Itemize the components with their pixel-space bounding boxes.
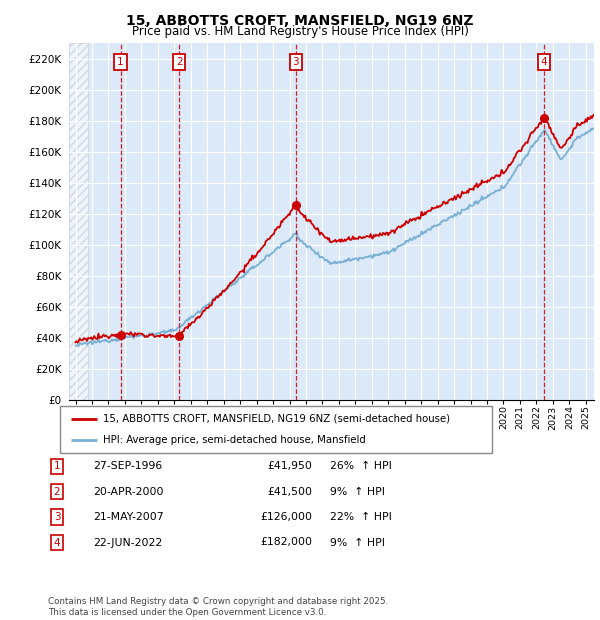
Text: 26%  ↑ HPI: 26% ↑ HPI	[330, 461, 392, 471]
Text: 2: 2	[176, 57, 182, 67]
Text: 4: 4	[53, 538, 61, 547]
Text: 21-MAY-2007: 21-MAY-2007	[93, 512, 164, 522]
Text: 3: 3	[53, 512, 61, 522]
Text: 1: 1	[53, 461, 61, 471]
Text: 27-SEP-1996: 27-SEP-1996	[93, 461, 162, 471]
Text: Contains HM Land Registry data © Crown copyright and database right 2025.
This d: Contains HM Land Registry data © Crown c…	[48, 598, 388, 617]
Text: £41,950: £41,950	[267, 461, 312, 471]
Bar	[69, 43, 88, 400]
Text: 2: 2	[53, 487, 61, 497]
Text: 4: 4	[541, 57, 547, 67]
Text: £182,000: £182,000	[260, 538, 312, 547]
Text: Price paid vs. HM Land Registry's House Price Index (HPI): Price paid vs. HM Land Registry's House …	[131, 25, 469, 38]
Text: HPI: Average price, semi-detached house, Mansfield: HPI: Average price, semi-detached house,…	[103, 435, 366, 445]
Text: 9%  ↑ HPI: 9% ↑ HPI	[330, 538, 385, 547]
Text: 20-APR-2000: 20-APR-2000	[93, 487, 163, 497]
Text: 9%  ↑ HPI: 9% ↑ HPI	[330, 487, 385, 497]
Text: £41,500: £41,500	[267, 487, 312, 497]
Text: 3: 3	[292, 57, 299, 67]
Text: £126,000: £126,000	[260, 512, 312, 522]
Text: 15, ABBOTTS CROFT, MANSFIELD, NG19 6NZ: 15, ABBOTTS CROFT, MANSFIELD, NG19 6NZ	[126, 14, 474, 28]
FancyBboxPatch shape	[60, 406, 492, 453]
Text: 1: 1	[117, 57, 124, 67]
Text: 22-JUN-2022: 22-JUN-2022	[93, 538, 162, 547]
Text: 15, ABBOTTS CROFT, MANSFIELD, NG19 6NZ (semi-detached house): 15, ABBOTTS CROFT, MANSFIELD, NG19 6NZ (…	[103, 414, 451, 423]
Text: 22%  ↑ HPI: 22% ↑ HPI	[330, 512, 392, 522]
